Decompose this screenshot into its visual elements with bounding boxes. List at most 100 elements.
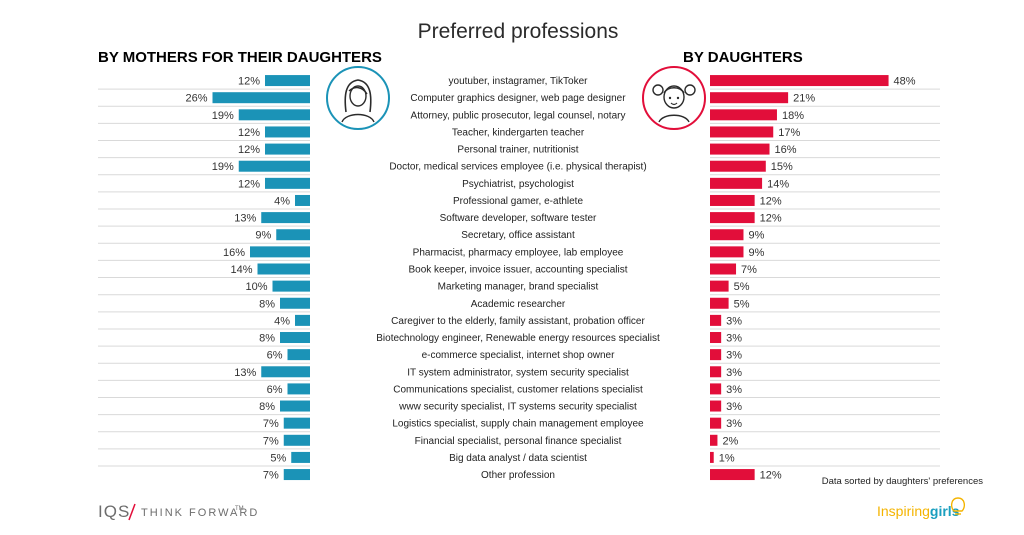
think-forward-text: THINK FORWARD — [141, 507, 259, 519]
daughters-bar — [710, 366, 722, 378]
daughters-bar — [710, 400, 722, 412]
mothers-bar — [295, 314, 310, 326]
daughters-bar — [710, 126, 774, 138]
girl-face-icon — [642, 66, 706, 130]
mothers-value-label: 4% — [274, 195, 290, 207]
mothers-value-label: 12% — [238, 76, 260, 88]
series-label-daughters: BY DAUGHTERS — [683, 49, 803, 66]
daughters-value-label: 3% — [726, 384, 742, 396]
category-label: Personal trainer, nutritionist — [457, 145, 578, 156]
woman-face-icon — [326, 66, 390, 130]
daughters-value-label: 3% — [726, 333, 742, 345]
mothers-value-label: 10% — [245, 281, 267, 293]
daughters-value-label: 2% — [722, 435, 738, 447]
daughters-value-label: 9% — [748, 247, 764, 259]
svg-text:Inspiringgirls: Inspiringgirls — [877, 503, 960, 519]
chart-rows: 12% 48% youtuber, instagramer, TikToker 26%… — [98, 75, 940, 482]
mothers-value-label: 12% — [238, 178, 260, 190]
mothers-bar — [261, 212, 310, 224]
daughters-value-label: 12% — [760, 213, 782, 225]
category-label: Attorney, public prosecutor, legal couns… — [411, 110, 626, 121]
category-label: Other profession — [481, 470, 555, 481]
daughters-bar — [710, 434, 718, 446]
mothers-value-label: 7% — [263, 418, 279, 430]
mothers-bar — [287, 383, 310, 395]
daughters-value-label: 9% — [748, 230, 764, 242]
mothers-value-label: 13% — [234, 367, 256, 379]
daughters-bar — [710, 383, 722, 395]
mothers-bar — [280, 400, 310, 412]
mothers-bar — [257, 263, 310, 275]
category-label: Computer graphics designer, web page des… — [410, 93, 626, 104]
daughters-bar — [710, 451, 714, 463]
mothers-bar — [283, 434, 310, 446]
category-label: IT system administrator, system security… — [407, 367, 629, 378]
mothers-value-label: 9% — [255, 230, 271, 242]
category-label: www security specialist, IT systems secu… — [398, 402, 637, 413]
daughters-bar — [710, 280, 729, 292]
category-label: Professional gamer, e-athlete — [453, 196, 584, 207]
sort-note: Data sorted by daughters' preferences — [822, 476, 984, 487]
daughters-value-label: 3% — [726, 315, 742, 327]
category-label: Doctor, medical services employee (i.e. … — [389, 162, 646, 173]
mothers-value-label: 8% — [259, 333, 275, 345]
mothers-bar — [265, 177, 310, 189]
daughters-value-label: 15% — [771, 161, 793, 173]
daughters-bar — [710, 75, 889, 87]
daughters-bar — [710, 177, 763, 189]
category-label: e-commerce specialist, internet shop own… — [422, 350, 616, 361]
mothers-value-label: 19% — [212, 110, 234, 122]
daughters-bar — [710, 194, 755, 206]
mothers-bar — [212, 92, 310, 104]
daughters-value-label: 17% — [778, 127, 800, 139]
category-label: Communications specialist, customer rela… — [393, 384, 643, 395]
mothers-bar — [291, 451, 310, 463]
mothers-bar — [287, 349, 310, 361]
daughters-bar — [710, 332, 722, 344]
mothers-value-label: 7% — [263, 435, 279, 447]
tm-text: TM — [235, 506, 244, 512]
daughters-value-label: 5% — [734, 281, 750, 293]
mothers-bar — [276, 229, 310, 241]
category-label: Big data analyst / data scientist — [449, 453, 587, 464]
mothers-value-label: 8% — [259, 298, 275, 310]
mothers-value-label: 19% — [212, 161, 234, 173]
iqs-logo: IQS THINK FORWARD TM — [98, 502, 259, 521]
mothers-bar — [280, 297, 310, 309]
mothers-bar — [265, 126, 310, 138]
daughters-value-label: 3% — [726, 401, 742, 413]
daughters-value-label: 7% — [741, 264, 757, 276]
category-label: Pharmacist, pharmacy employee, lab emplo… — [413, 247, 624, 258]
mothers-value-label: 14% — [230, 264, 252, 276]
series-label-mothers: BY MOTHERS FOR THEIR DAUGHTERS — [98, 49, 382, 66]
lightbulb-icon — [950, 497, 966, 515]
inspiring-text: Inspiring — [877, 503, 930, 519]
daughters-bar — [710, 143, 770, 155]
daughters-value-label: 12% — [760, 470, 782, 482]
mothers-bar — [238, 160, 310, 172]
mothers-value-label: 4% — [274, 315, 290, 327]
mothers-value-label: 6% — [267, 350, 283, 362]
iqs-logo-text: IQS — [98, 502, 130, 521]
category-label: Psychiatrist, psychologist — [462, 179, 574, 190]
daughters-bar — [710, 263, 737, 275]
mothers-value-label: 8% — [259, 401, 275, 413]
inspiring-girls-logo: Inspiringgirls — [877, 497, 966, 519]
category-label: youtuber, instagramer, TikToker — [449, 76, 589, 87]
daughters-value-label: 18% — [782, 110, 804, 122]
daughters-value-label: 3% — [726, 418, 742, 430]
mothers-bar — [280, 332, 310, 344]
mothers-bar — [283, 417, 310, 429]
category-label: Secretary, office assistant — [461, 230, 575, 241]
mothers-value-label: 6% — [267, 384, 283, 396]
daughters-value-label: 16% — [775, 144, 797, 156]
daughters-bar — [710, 469, 755, 481]
daughters-value-label: 5% — [734, 298, 750, 310]
category-label: Teacher, kindergarten teacher — [452, 127, 585, 138]
mothers-bar — [261, 366, 310, 378]
daughters-value-label: 48% — [894, 76, 916, 88]
mothers-bar — [265, 75, 310, 87]
category-label: Book keeper, invoice issuer, accounting … — [408, 264, 627, 275]
mothers-value-label: 13% — [234, 213, 256, 225]
